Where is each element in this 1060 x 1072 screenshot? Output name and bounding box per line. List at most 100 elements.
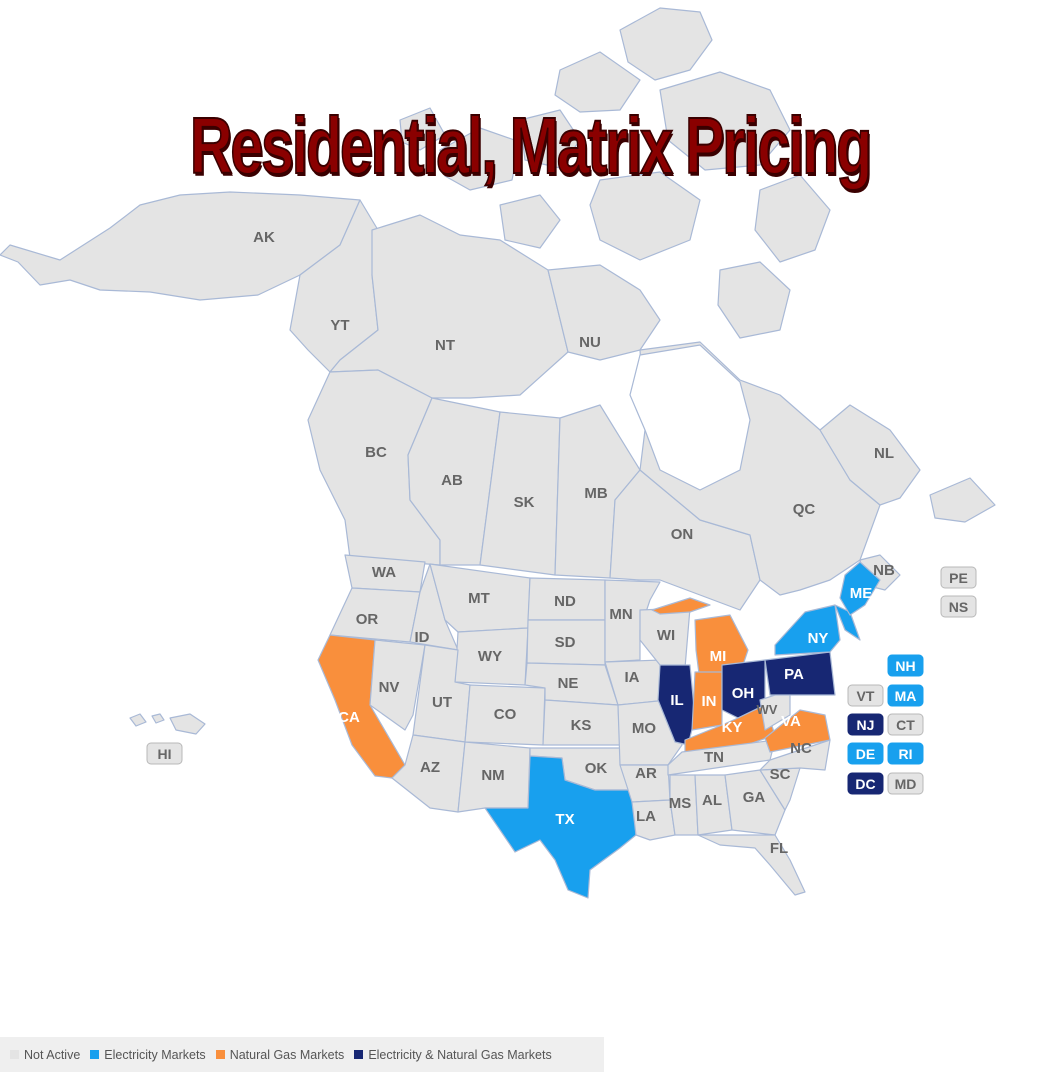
box-NS: NS (949, 599, 968, 615)
swatch-electricity (90, 1050, 100, 1059)
swatch-natural-gas (215, 1050, 225, 1059)
label-WV: WV (757, 702, 778, 717)
label-VA: VA (781, 713, 801, 730)
region-nc[interactable] (759, 739, 831, 771)
legend-item-not-active[interactable]: Not Active (10, 1048, 80, 1062)
label-MB: MB (584, 485, 607, 502)
label-OK: OK (585, 760, 608, 777)
box-DE: DE (856, 746, 875, 762)
label-AR: AR (635, 765, 657, 782)
label-KY: KY (722, 719, 743, 736)
us-states (317, 554, 881, 899)
label-MT: MT (468, 590, 490, 607)
label-OR: OR (356, 611, 379, 628)
box-DC: DC (855, 776, 875, 792)
label-CO: CO (494, 706, 517, 723)
legend-item-electricity[interactable]: Electricity Markets (90, 1047, 206, 1062)
swatch-both (354, 1050, 364, 1059)
label-UT: UT (432, 694, 452, 711)
region-va[interactable] (764, 709, 831, 753)
region-new-england[interactable] (834, 604, 861, 641)
box-VT: VT (857, 688, 875, 704)
label-NL: NL (874, 445, 894, 462)
region-id[interactable] (409, 563, 459, 651)
label-CA: CA (338, 709, 360, 726)
label-IL: IL (670, 692, 683, 709)
region-labels: AK YT NT NU BC AB SK MB ON QC NL NB WA O… (253, 229, 895, 857)
label-FL: FL (770, 840, 788, 857)
label-AZ: AZ (420, 759, 440, 776)
label-NE: NE (558, 675, 579, 692)
box-CT: CT (896, 717, 915, 733)
label-NB: NB (873, 562, 895, 579)
label-AB: AB (441, 472, 463, 489)
legend-label-not-active: Not Active (24, 1047, 81, 1062)
region-nt[interactable] (329, 214, 569, 399)
region-fl[interactable] (697, 834, 806, 896)
label-KS: KS (571, 717, 592, 734)
label-ON: ON (671, 526, 694, 543)
label-ID: ID (415, 629, 430, 646)
legend-item-both[interactable]: Electricity & Natural Gas Markets (354, 1047, 552, 1062)
label-OH: OH (732, 685, 755, 702)
region-me[interactable] (839, 561, 881, 616)
region-pa[interactable] (764, 651, 836, 696)
hudson-bay (629, 344, 751, 491)
label-MO: MO (632, 720, 656, 737)
label-WA: WA (372, 564, 396, 581)
label-TX: TX (555, 811, 574, 828)
arctic-islands (129, 7, 831, 735)
label-IN: IN (702, 693, 717, 710)
label-YT: YT (330, 317, 349, 334)
canada-regions (0, 191, 996, 611)
label-WI: WI (657, 627, 675, 644)
page-title: Residential, Matrix Pricing (189, 100, 873, 191)
label-ME: ME (850, 585, 873, 602)
region-nu[interactable] (547, 264, 661, 361)
box-NH: NH (895, 658, 915, 674)
label-BC: BC (365, 444, 387, 461)
box-NJ: NJ (857, 717, 875, 733)
label-MI: MI (710, 648, 727, 665)
legend-item-natural-gas[interactable]: Natural Gas Markets (215, 1047, 345, 1062)
label-ND: ND (554, 593, 576, 610)
region-ms[interactable] (669, 774, 699, 836)
region-nv[interactable] (369, 639, 426, 731)
label-NU: NU (579, 334, 601, 351)
label-PA: PA (784, 666, 804, 683)
label-NM: NM (481, 767, 504, 784)
label-WY: WY (478, 648, 502, 665)
box-MD: MD (895, 776, 917, 792)
label-GA: GA (743, 789, 766, 806)
region-nl[interactable] (819, 404, 996, 523)
box-MA: MA (895, 688, 917, 704)
label-QC: QC (793, 501, 816, 518)
legend-label-electricity: Electricity Markets (104, 1047, 206, 1062)
region-ak[interactable] (0, 191, 361, 301)
small-state-boxes: PE NS NH VT MA NJ CT DE RI DC MD (847, 566, 977, 795)
label-AK: AK (253, 229, 275, 246)
label-TN: TN (704, 749, 724, 766)
label-HI: HI (158, 746, 172, 762)
region-ny[interactable] (774, 604, 841, 656)
box-RI: RI (899, 746, 913, 762)
label-NV: NV (379, 679, 400, 696)
region-la[interactable] (631, 799, 676, 841)
label-NT: NT (435, 337, 455, 354)
legend: Not Active Electricity Markets Natural G… (0, 1037, 604, 1072)
label-MS: MS (669, 795, 692, 812)
label-MN: MN (609, 606, 632, 623)
legend-label-natural-gas: Natural Gas Markets (229, 1047, 345, 1062)
label-IA: IA (625, 669, 640, 686)
legend-label-both: Electricity & Natural Gas Markets (368, 1047, 552, 1062)
region-tx[interactable] (484, 755, 637, 899)
label-SK: SK (514, 494, 535, 511)
label-LA: LA (636, 808, 656, 825)
label-NY: NY (808, 630, 829, 647)
label-SC: SC (770, 766, 791, 783)
label-NC: NC (790, 740, 812, 757)
label-AL: AL (702, 792, 722, 809)
swatch-not-active (10, 1050, 19, 1059)
box-PE: PE (949, 570, 968, 586)
